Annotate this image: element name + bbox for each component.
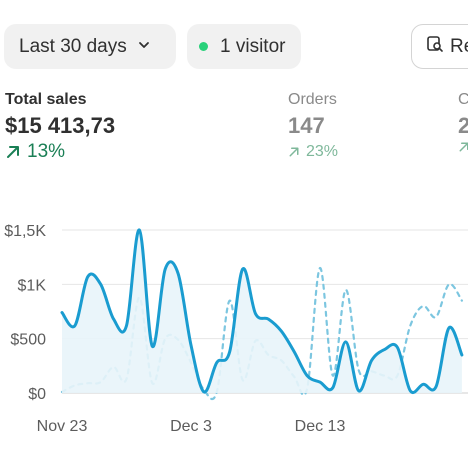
y-tick-label: $0 bbox=[28, 386, 46, 403]
report-button[interactable]: Re bbox=[411, 24, 468, 69]
sales-line-chart[interactable]: $1,5K $1K $500 $0 Nov 23 Dec 3 Dec 13 bbox=[0, 200, 468, 460]
metric-change bbox=[458, 141, 468, 153]
live-visitors-label: 1 visitor bbox=[220, 35, 286, 57]
x-tick-label: Dec 3 bbox=[170, 418, 212, 435]
live-dot-icon bbox=[199, 42, 208, 51]
metric-total-sales[interactable]: Total sales $15 413,73 13% bbox=[5, 90, 115, 163]
metric-change: 23% bbox=[288, 141, 338, 163]
metric-label: Orders bbox=[288, 91, 337, 108]
metric-value: 2 bbox=[458, 113, 468, 138]
report-label: Re bbox=[450, 35, 468, 57]
metric-value: 147 bbox=[288, 113, 325, 138]
metric-change-value: 23% bbox=[306, 143, 339, 160]
y-tick-label: $1K bbox=[18, 277, 47, 294]
metric-orders[interactable]: Orders 147 23% bbox=[288, 90, 338, 163]
arrow-up-right-icon bbox=[289, 147, 299, 157]
metric-label: Total sales bbox=[5, 91, 87, 108]
arrow-up-right-icon bbox=[7, 146, 19, 158]
x-tick-label: Nov 23 bbox=[37, 418, 88, 435]
report-search-icon bbox=[426, 35, 444, 59]
date-range-label: Last 30 days bbox=[19, 35, 127, 57]
metric-label: C bbox=[458, 91, 468, 108]
y-tick-label: $500 bbox=[10, 332, 46, 349]
metric-change-value: 13% bbox=[27, 141, 66, 162]
date-range-button[interactable]: Last 30 days bbox=[4, 24, 176, 69]
live-visitors-button[interactable]: 1 visitor bbox=[187, 24, 301, 69]
series-area bbox=[62, 229, 462, 393]
arrow-up-right-icon bbox=[459, 142, 468, 152]
metric-conversion[interactable]: C 2 bbox=[458, 90, 468, 153]
metric-value: $15 413,73 bbox=[5, 113, 116, 138]
x-tick-label: Dec 13 bbox=[295, 418, 346, 435]
metric-change: 13% bbox=[5, 141, 115, 163]
y-tick-label: $1,5K bbox=[4, 223, 46, 240]
chevron-down-icon bbox=[137, 36, 151, 58]
series-line-current bbox=[60, 228, 464, 394]
